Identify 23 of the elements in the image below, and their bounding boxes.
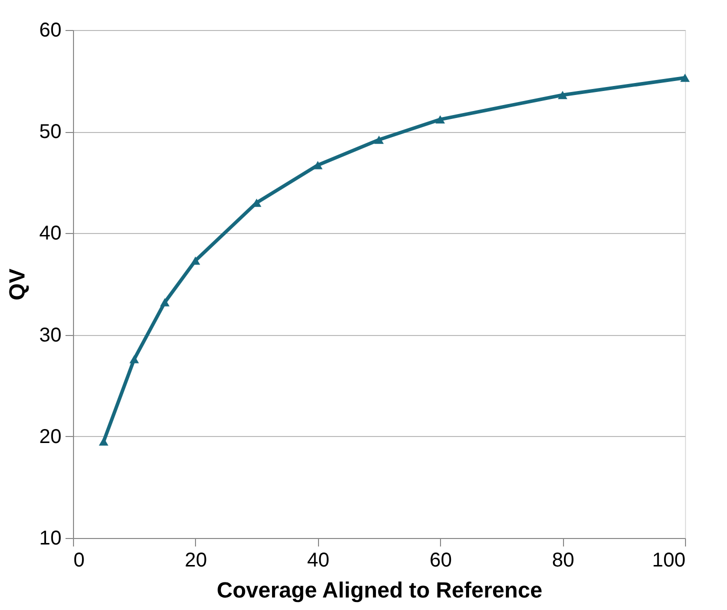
- point: [190, 256, 200, 265]
- point: [374, 136, 384, 144]
- point: [435, 115, 445, 124]
- y-tick-label: 10: [39, 528, 62, 550]
- x-tick-label: 60: [430, 550, 452, 572]
- point: [558, 90, 568, 100]
- x-tick-label: 100: [652, 550, 686, 572]
- x-tick-label: 40: [307, 550, 330, 572]
- point: [98, 437, 108, 446]
- y-tick-label: 60: [39, 20, 62, 42]
- x-tick-label: 0: [74, 550, 85, 572]
- y-tick-label: 30: [39, 324, 62, 346]
- point: [129, 355, 139, 364]
- y-tick-label: 40: [39, 222, 62, 245]
- y-tick-label: 50: [39, 121, 62, 144]
- point: [160, 298, 170, 306]
- y-tick-label: 20: [39, 426, 62, 448]
- point: [680, 74, 690, 82]
- x-axis-title: Coverage Aligned to Reference: [216, 578, 542, 602]
- y-axis-title: QV: [4, 268, 30, 300]
- point: [313, 161, 323, 170]
- x-tick-label: 20: [184, 550, 208, 572]
- x-tick-label: 80: [552, 550, 574, 572]
